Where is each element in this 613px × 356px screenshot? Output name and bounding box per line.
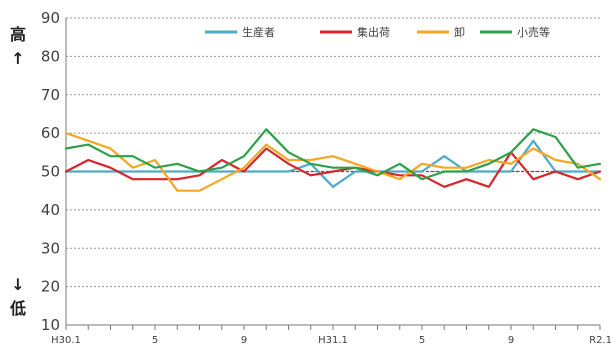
x-tick-label: 5 <box>419 335 425 346</box>
legend: 生産者 集出荷 卸 小売等 <box>205 25 550 39</box>
series-line-2 <box>64 132 602 192</box>
y-tick-label: 40 <box>41 201 60 219</box>
up-arrow-icon: ↑ <box>11 49 24 68</box>
series-lines <box>64 128 602 192</box>
y-tick-label: 60 <box>41 124 60 142</box>
series-line-0 <box>64 139 602 188</box>
axes: 10 20 30 40 50 60 70 80 90 H30.1 5 9 H31.1 5 9 R2.1 <box>41 9 612 346</box>
grid <box>66 17 600 288</box>
down-arrow-icon: ↓ <box>11 275 24 294</box>
legend-label-1: 集出荷 <box>357 25 390 39</box>
legend-label-3: 小売等 <box>517 25 550 39</box>
x-tick-label: R2.1 <box>589 335 612 346</box>
y-tick-label: 30 <box>41 239 60 257</box>
x-tick-label: 9 <box>508 335 514 346</box>
series-line-3 <box>64 128 602 181</box>
y-tick-label: 70 <box>41 86 60 104</box>
high-label: 高 <box>10 25 26 44</box>
y-tick-label: 80 <box>41 47 60 65</box>
y-tick-label: 10 <box>41 316 60 334</box>
x-tick-label: 9 <box>241 335 247 346</box>
x-tick-label: 5 <box>152 335 158 346</box>
y-tick-label: 50 <box>41 163 60 181</box>
low-label: 低 <box>9 299 26 318</box>
legend-label-2: 卸 <box>454 25 465 39</box>
x-tick-label: H31.1 <box>318 335 348 346</box>
y-tick-label: 90 <box>41 9 60 27</box>
y-tick-label: 20 <box>41 278 60 296</box>
direction-labels: 高 ↑ ↓ 低 <box>9 25 26 318</box>
legend-label-0: 生産者 <box>242 25 275 39</box>
x-tick-label: H30.1 <box>51 335 81 346</box>
